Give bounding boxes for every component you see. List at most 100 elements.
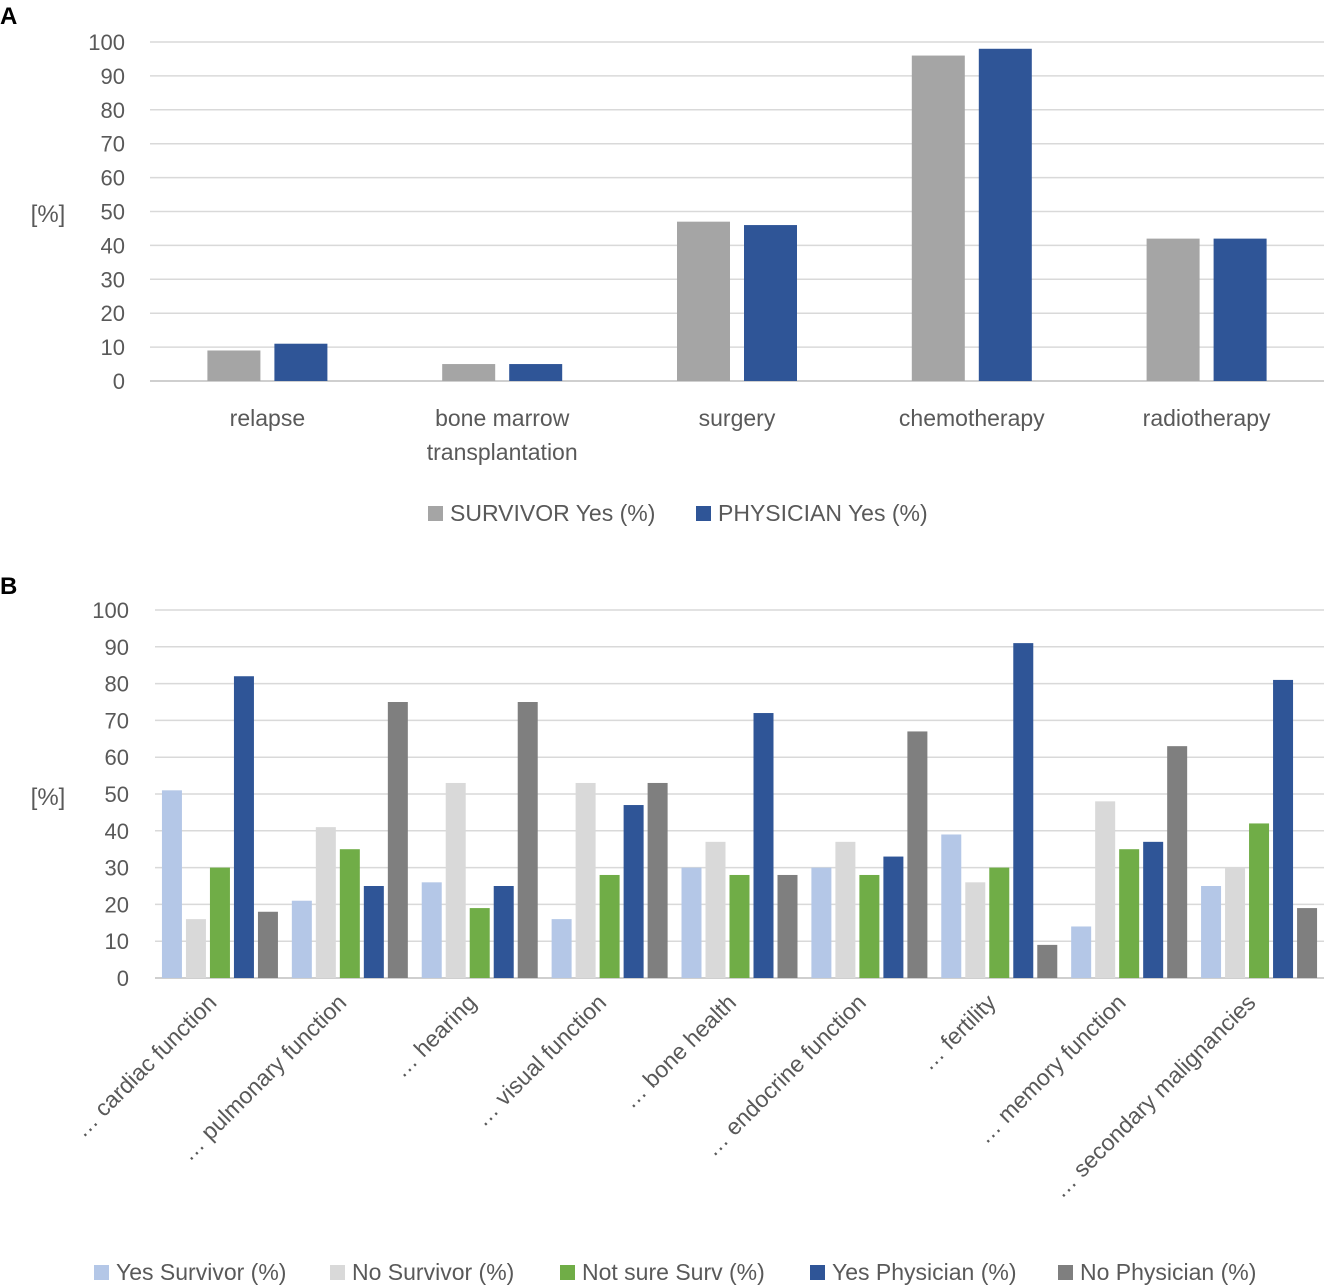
bar-not-sure-surv-endocrine-function <box>859 874 880 978</box>
bar-survivor-yes-surgery <box>677 221 730 381</box>
bar-not-sure-surv-cardiac-function <box>209 867 230 978</box>
bar-not-sure-surv-hearing <box>469 908 490 978</box>
panel-b-label: B <box>0 573 17 600</box>
x-category-label: transplantation <box>427 439 578 465</box>
y-tick-label: 30 <box>101 267 125 292</box>
bar-yes-physician-endocrine-function <box>883 856 904 978</box>
y-tick-label: 50 <box>101 200 125 225</box>
bar-physician-yes-relapse <box>274 343 328 381</box>
legend-label: No Physician (%) <box>1080 1259 1256 1285</box>
y-tick-label: 60 <box>105 745 129 770</box>
legend-label: Yes Physician (%) <box>832 1259 1017 1285</box>
bar-yes-physician-bone-health <box>753 713 774 978</box>
bar-no-survivor-secondary-malignancies <box>1225 867 1246 978</box>
bar-physician-yes-surgery <box>744 225 797 381</box>
y-tick-label: 90 <box>105 635 129 660</box>
y-tick-label: 90 <box>101 64 125 89</box>
bar-no-physician-endocrine-function <box>907 731 928 978</box>
y-tick-label: 10 <box>105 929 129 954</box>
x-category-label: chemotherapy <box>899 405 1045 431</box>
y-tick-label: 80 <box>101 98 125 123</box>
y-tick-label: 40 <box>105 819 129 844</box>
bar-no-physician-pulmonary-function <box>387 702 408 978</box>
x-category-label: … hearing <box>388 989 481 1082</box>
y-tick-label: 20 <box>101 301 125 326</box>
legend-swatch <box>696 506 711 521</box>
bar-physician-yes-radiotherapy <box>1213 238 1267 381</box>
legend-label: Yes Survivor (%) <box>116 1259 286 1285</box>
bar-yes-survivor-cardiac-function <box>161 790 182 978</box>
bar-no-survivor-hearing <box>445 782 466 978</box>
bar-yes-survivor-memory-function <box>1071 926 1092 978</box>
y-tick-label: 20 <box>105 892 129 917</box>
bar-no-physician-secondary-malignancies <box>1297 908 1318 978</box>
legend-label: No Survivor (%) <box>352 1259 514 1285</box>
bar-no-survivor-pulmonary-function <box>315 827 336 978</box>
bar-yes-survivor-visual-function <box>551 919 572 978</box>
bar-survivor-yes-bone-marrow-transplantation <box>442 364 496 381</box>
bar-yes-survivor-hearing <box>421 882 442 978</box>
bar-no-physician-memory-function <box>1167 746 1188 978</box>
chart-b: 0 10 20 30 40 50 60 70 80 90 100 [%] … cardiac funct… <box>31 598 1324 1285</box>
y-tick-label: 70 <box>101 132 125 157</box>
x-category-label: bone marrow <box>435 405 570 431</box>
bar-yes-physician-fertility <box>1013 643 1034 978</box>
legend-swatch <box>330 1265 345 1280</box>
legend-swatch <box>1058 1265 1073 1280</box>
legend: Yes Survivor (%) No Survivor (%) Not sure … <box>94 1259 1256 1285</box>
y-tick-label: 50 <box>105 782 129 807</box>
bar-no-physician-cardiac-function <box>257 911 278 978</box>
bar-survivor-yes-relapse <box>207 350 261 381</box>
legend-label: Not sure Surv (%) <box>582 1259 765 1285</box>
y-tick-label: 70 <box>105 708 129 733</box>
y-tick-label: 0 <box>117 966 129 991</box>
y-axis-label: [%] <box>31 784 66 811</box>
bar-yes-physician-memory-function <box>1143 841 1164 978</box>
bar-survivor-yes-chemotherapy <box>911 55 965 382</box>
bar-no-physician-fertility <box>1037 944 1058 978</box>
bar-yes-physician-secondary-malignancies <box>1273 679 1294 978</box>
bar-no-survivor-bone-health <box>705 841 726 978</box>
legend: SURVIVOR Yes (%) PHYSICIAN Yes (%) <box>428 500 928 526</box>
bar-no-physician-visual-function <box>647 782 668 978</box>
bar-yes-survivor-fertility <box>941 834 962 978</box>
panel-a-label: A <box>0 3 17 30</box>
x-category-label: … fertility <box>915 989 1002 1076</box>
bar-physician-yes-chemotherapy <box>978 48 1032 381</box>
bar-no-survivor-cardiac-function <box>185 919 206 978</box>
x-category-label: relapse <box>230 405 305 431</box>
bar-physician-yes-bone-marrow-transplantation <box>509 364 563 381</box>
bar-no-survivor-memory-function <box>1095 801 1116 978</box>
legend-swatch <box>560 1265 575 1280</box>
bar-no-physician-hearing <box>517 702 538 978</box>
y-tick-label: 40 <box>101 233 125 258</box>
legend-label: PHYSICIAN Yes (%) <box>718 500 928 526</box>
y-axis-label: [%] <box>31 201 66 228</box>
bar-survivor-yes-radiotherapy <box>1146 238 1200 381</box>
bar-no-survivor-visual-function <box>575 782 596 978</box>
chart-a: 0 10 20 30 40 50 60 70 80 90 100 [%] relapse bone mar… <box>31 30 1324 526</box>
bar-not-sure-surv-bone-health <box>729 874 750 978</box>
bar-yes-physician-visual-function <box>623 805 644 978</box>
bar-yes-survivor-bone-health <box>681 867 702 978</box>
bar-not-sure-surv-secondary-malignancies <box>1249 823 1270 978</box>
x-category-label: … visual function <box>469 989 611 1131</box>
bar-not-sure-surv-pulmonary-function <box>339 849 360 978</box>
bar-yes-survivor-pulmonary-function <box>291 900 312 978</box>
x-category-label: surgery <box>699 405 776 431</box>
legend-swatch <box>428 506 443 521</box>
bar-not-sure-surv-visual-function <box>599 874 620 978</box>
bar-yes-survivor-secondary-malignancies <box>1201 886 1222 978</box>
x-category-label: … cardiac function <box>68 989 221 1142</box>
y-tick-label: 30 <box>105 856 129 881</box>
bar-yes-physician-pulmonary-function <box>363 886 384 978</box>
legend-swatch <box>94 1265 109 1280</box>
legend-swatch <box>810 1265 825 1280</box>
bar-no-survivor-endocrine-function <box>835 841 856 978</box>
y-tick-label: 60 <box>101 166 125 191</box>
bar-no-physician-bone-health <box>777 874 798 978</box>
x-category-label: … bone health <box>617 989 741 1113</box>
bar-not-sure-surv-memory-function <box>1119 849 1140 978</box>
bar-no-survivor-fertility <box>965 882 986 978</box>
